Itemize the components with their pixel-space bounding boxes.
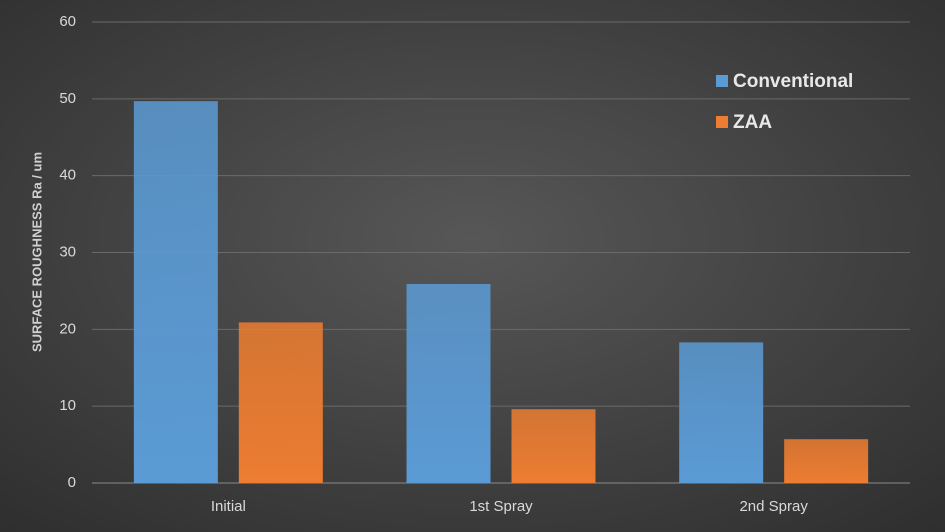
bar bbox=[511, 409, 596, 483]
y-tick-label: 20 bbox=[59, 320, 76, 337]
bar bbox=[133, 101, 218, 483]
bar bbox=[784, 439, 869, 483]
y-tick-label: 30 bbox=[59, 243, 76, 260]
x-tick-label: 1st Spray bbox=[469, 498, 533, 515]
legend-swatch bbox=[716, 75, 728, 87]
legend-label: ZAA bbox=[733, 112, 772, 133]
legend-swatch bbox=[716, 116, 728, 128]
y-tick-label: 10 bbox=[59, 397, 76, 414]
y-tick-label: 50 bbox=[59, 90, 76, 107]
x-tick-label: 2nd Spray bbox=[739, 498, 808, 515]
y-tick-label: 40 bbox=[59, 167, 76, 184]
y-axis-title: SURFACE ROUGHNESS Ra / um bbox=[29, 152, 44, 352]
bar bbox=[406, 284, 491, 483]
x-tick-label: Initial bbox=[211, 498, 246, 515]
legend-label: Conventional bbox=[733, 71, 853, 92]
bar bbox=[238, 322, 323, 483]
bar bbox=[679, 342, 764, 483]
y-tick-label: 0 bbox=[68, 474, 76, 491]
y-tick-label: 60 bbox=[59, 13, 76, 30]
